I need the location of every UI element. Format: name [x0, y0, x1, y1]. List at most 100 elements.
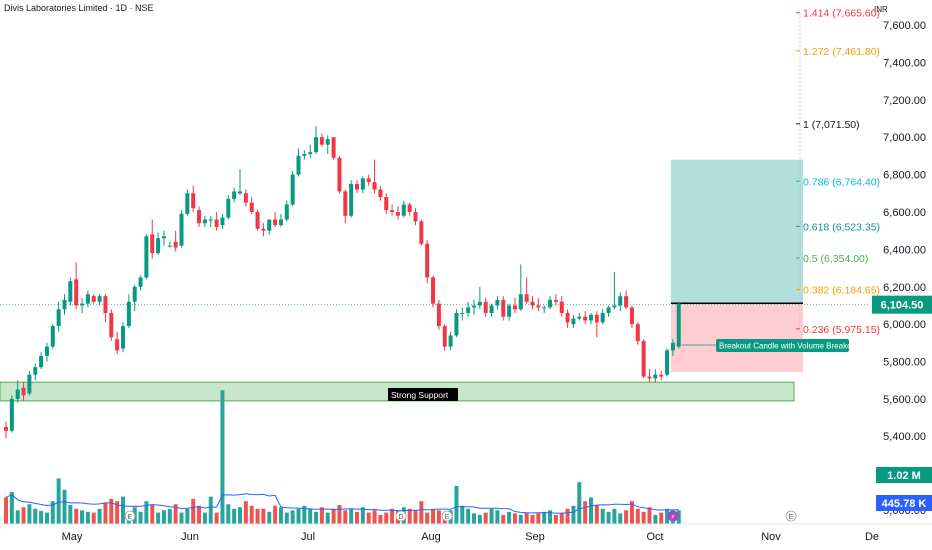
volume-bar [548, 510, 553, 524]
volume-bar [337, 505, 342, 524]
volume-bar [173, 504, 178, 524]
volume-bar [366, 512, 371, 524]
volume-bar [15, 510, 20, 524]
y-tick-label: 6,400.00 [883, 244, 926, 256]
candle-body [355, 183, 359, 190]
volume-bar [641, 511, 646, 524]
volume-bar [267, 511, 272, 524]
candle-body [249, 202, 254, 212]
volume-bar [355, 511, 359, 524]
candle-body [109, 312, 114, 338]
volume-bar [319, 507, 324, 524]
candle-body [542, 307, 547, 309]
candle-body [512, 305, 517, 310]
candle-body [419, 221, 424, 244]
candle-body [530, 301, 535, 306]
event-marker-icon [441, 510, 453, 522]
volume-ma-line [5, 493, 679, 514]
volume-bar [261, 508, 266, 524]
y-tick-label: 6,200.00 [883, 282, 926, 294]
candle-body [676, 303, 681, 347]
volume-bar [202, 512, 207, 524]
x-tick-label: Oct [646, 531, 663, 543]
candle-body [337, 157, 342, 192]
volume-tag [876, 467, 932, 483]
volume-bar [635, 508, 640, 524]
volume-bar [255, 508, 260, 524]
candle-body [243, 193, 248, 203]
volume-bar [466, 508, 471, 524]
volume-bar [384, 512, 389, 524]
candle-body [460, 312, 465, 314]
candle-body [395, 212, 400, 216]
volume-bar [208, 496, 213, 524]
volume-bar [676, 510, 681, 524]
event-marker-glyph: E [789, 514, 794, 521]
volume-bar [372, 510, 377, 524]
candle-body [349, 183, 354, 216]
candle-body [138, 277, 143, 287]
volume-bar [325, 512, 330, 524]
candle-body [150, 234, 155, 254]
currency-label: INR [874, 5, 888, 14]
candle-body [80, 303, 85, 306]
candle-body [524, 294, 529, 302]
fib-level-label: 1.414 (7,665.60) [803, 8, 880, 20]
candle-body [331, 137, 336, 158]
candle-body [56, 309, 61, 327]
candle-body [553, 299, 558, 302]
candle-body [144, 236, 149, 278]
volume-bar [583, 501, 588, 524]
chart-title: Divis Laboratories Limited · 1D · NSE [4, 3, 154, 13]
volume-bar [665, 508, 670, 524]
lightning-marker-icon [667, 510, 679, 522]
volume-bar [220, 390, 225, 524]
candle-body [635, 324, 640, 342]
volume-bar [121, 496, 125, 524]
fib-level-label: 0.382 (6,184.65) [803, 285, 880, 297]
candle-body [343, 191, 348, 216]
volume-bar [524, 512, 529, 524]
volume-bar [290, 510, 295, 524]
volume-bar [278, 507, 283, 524]
volume-bar [612, 508, 617, 524]
candle-body [647, 376, 652, 379]
last-price-tag [872, 295, 932, 314]
volume-bar [167, 508, 172, 524]
volume-bar [273, 505, 278, 524]
volume-bar [454, 486, 459, 524]
volume-bar [659, 512, 664, 524]
candle-body [68, 281, 73, 302]
candle-body [454, 312, 459, 336]
fib-level-label: 1 (7,071.50) [803, 119, 860, 131]
volume-bar [360, 507, 365, 524]
candle-body [9, 399, 14, 431]
candle-body [208, 219, 213, 221]
volume-bar [589, 497, 593, 524]
volume-bar [44, 512, 49, 524]
candle-body [325, 139, 330, 145]
volume-bar [91, 512, 96, 524]
candle-body [191, 193, 196, 209]
volume-bar [512, 513, 517, 524]
candle-body [436, 303, 441, 327]
candle-body [214, 219, 219, 227]
candle-body [261, 228, 266, 231]
candle-body [185, 193, 190, 214]
x-tick-label: Aug [421, 531, 441, 543]
candle-body [384, 197, 389, 211]
candle-body [378, 189, 383, 198]
volume-bar [97, 508, 102, 524]
candle-body [319, 137, 324, 145]
volume-bar [536, 513, 541, 524]
candle-body [659, 374, 664, 377]
volume-bar [284, 512, 289, 524]
candle-body [536, 305, 541, 308]
candle-body [477, 301, 482, 306]
volume-bar [156, 512, 161, 524]
volume-bar [21, 507, 26, 524]
volume-bar [331, 508, 336, 524]
volume-bar [314, 511, 319, 524]
volume-bar [74, 508, 79, 524]
